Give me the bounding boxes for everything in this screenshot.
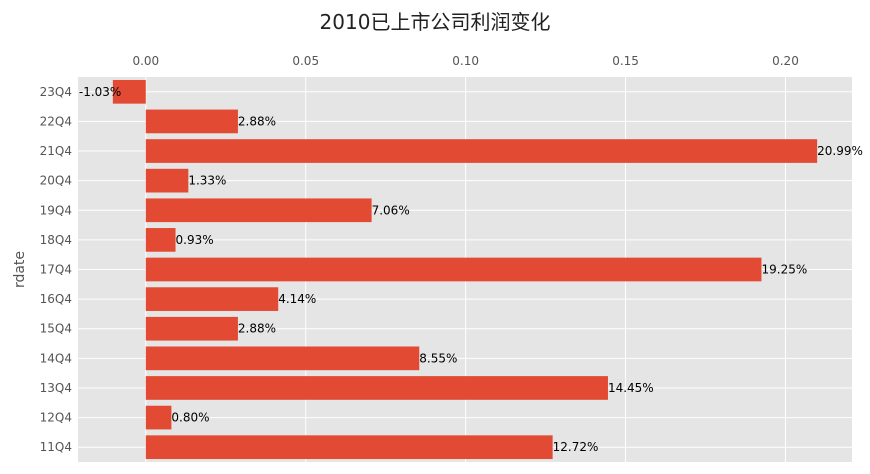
bar-13Q4 <box>145 376 608 400</box>
data-label-22Q4: 2.88% <box>238 114 276 128</box>
y-tick-label: 20Q4 <box>40 174 72 188</box>
bar-18Q4 <box>145 228 176 252</box>
data-label-13Q4: 14.45% <box>608 381 654 395</box>
x-tick-label: 0.05 <box>292 54 319 68</box>
x-tick-label: 0.00 <box>132 54 159 68</box>
y-tick-label: 16Q4 <box>40 292 72 306</box>
data-label-23Q4: -1.03% <box>79 85 121 99</box>
bar-14Q4 <box>145 346 420 371</box>
x-tick-label: 0.15 <box>612 54 639 68</box>
data-labels: -1.03% 2.88% 20.99% 1.33% 7.06% 0.93% 19.25% 4.… <box>79 85 863 454</box>
bars <box>112 79 818 460</box>
bar-17Q4 <box>145 257 762 282</box>
y-tick-label: 19Q4 <box>40 203 72 217</box>
bar-16Q4 <box>145 287 279 311</box>
data-label-14Q4: 8.55% <box>419 351 457 365</box>
y-tick-label: 17Q4 <box>40 263 72 277</box>
y-tick-label: 21Q4 <box>40 144 72 158</box>
data-label-18Q4: 0.93% <box>176 233 214 247</box>
y-tick-label: 12Q4 <box>40 411 72 425</box>
data-label-15Q4: 2.88% <box>238 322 276 336</box>
data-label-19Q4: 7.06% <box>372 203 410 217</box>
y-tick-label: 14Q4 <box>40 351 72 365</box>
y-tick-label: 13Q4 <box>40 381 72 395</box>
bar-21Q4 <box>145 139 818 163</box>
y-tick-label: 15Q4 <box>40 322 72 336</box>
bar-12Q4 <box>145 405 172 430</box>
y-tick-label: 18Q4 <box>40 233 72 247</box>
data-label-16Q4: 4.14% <box>278 292 316 306</box>
y-axis-label: rdate <box>12 251 28 288</box>
bar-15Q4 <box>145 316 238 341</box>
bar-22Q4 <box>145 109 238 134</box>
y-tick-label: 22Q4 <box>40 114 72 128</box>
data-label-11Q4: 12.72% <box>553 440 599 454</box>
chart-title: 2010已上市公司利润变化 <box>319 10 551 34</box>
x-tick-label: 0.10 <box>452 54 479 68</box>
x-tick-label: 0.20 <box>772 54 799 68</box>
bar-19Q4 <box>145 198 372 223</box>
y-tick-labels: 23Q4 22Q4 21Q4 20Q4 19Q4 18Q4 17Q4 16Q4 15Q4 14Q4… <box>40 85 72 454</box>
data-label-17Q4: 19.25% <box>761 263 807 277</box>
bar-11Q4 <box>145 435 553 460</box>
data-label-21Q4: 20.99% <box>817 144 863 158</box>
y-tick-label: 11Q4 <box>40 440 72 454</box>
bar-20Q4 <box>145 168 189 193</box>
data-label-20Q4: 1.33% <box>188 174 226 188</box>
bar-23Q4 <box>112 79 146 104</box>
y-tick-label: 23Q4 <box>40 85 72 99</box>
x-tick-labels: 0.00 0.05 0.10 0.15 0.20 <box>132 54 798 68</box>
data-label-12Q4: 0.80% <box>171 411 209 425</box>
